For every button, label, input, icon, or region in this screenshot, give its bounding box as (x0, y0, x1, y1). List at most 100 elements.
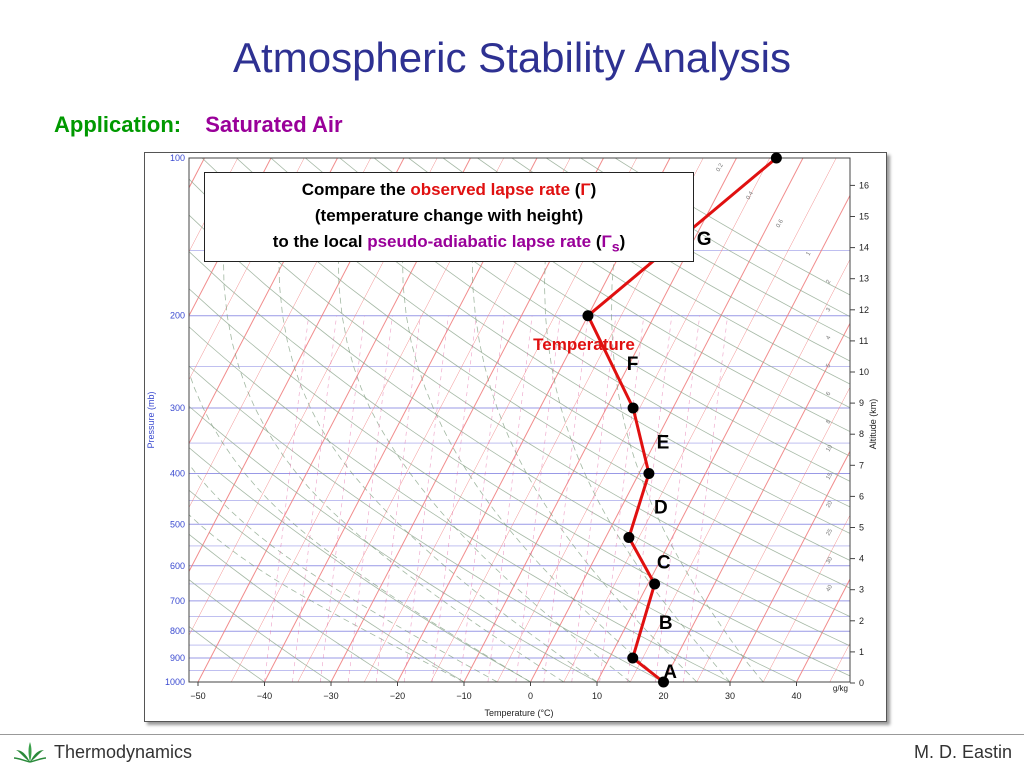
mixing-ratio-line (543, 315, 589, 682)
pressure-tick-label: 600 (170, 561, 185, 571)
dry-adiabat-line (189, 251, 850, 677)
altitude-tick-label: 4 (859, 554, 864, 564)
mixing-ratio-tick-label: 40 (826, 584, 835, 593)
x-tick-label: −40 (257, 691, 272, 701)
isotherm-line (696, 386, 850, 682)
mixing-ratio-line (375, 315, 421, 682)
segment-label-d: D (654, 498, 668, 519)
x-tick-label: 0 (528, 691, 533, 701)
y-axis-label: Pressure (mb) (146, 391, 156, 448)
moist-adiabat-line (278, 250, 598, 682)
dry-adiabat-line (189, 214, 850, 647)
isotherm-line (630, 258, 850, 682)
dry-adiabat-line (236, 158, 850, 561)
pressure-tick-label: 200 (170, 311, 185, 321)
mixing-ratio-tick-label: 5 (826, 363, 833, 369)
dry-adiabat-line (189, 579, 332, 682)
moist-adiabat-line (189, 463, 498, 682)
application-line: Application: Saturated Air (54, 112, 343, 138)
dry-adiabat-line (339, 158, 850, 482)
isotherm-line (563, 158, 837, 682)
moist-adiabat-line (611, 250, 764, 682)
mixing-ratio-line (431, 315, 477, 682)
mixing-ratio-line (292, 315, 337, 682)
mixing-ratio-line (655, 315, 700, 682)
profile-point (649, 578, 661, 590)
moist-adiabat-line (189, 371, 531, 682)
mixing-ratio-line (347, 315, 393, 682)
dry-adiabat-line (442, 158, 850, 409)
mixing-ratio-line (487, 315, 533, 682)
isotherm-line (497, 158, 770, 682)
altitude-axis-label: Altitude (km) (868, 399, 878, 450)
pressure-tick-label: 500 (170, 519, 185, 529)
profile-point (623, 532, 635, 544)
isotherm-line (796, 578, 850, 682)
mixing-ratio-tick-label: 0.4 (746, 190, 756, 201)
pressure-tick-label: 400 (170, 468, 185, 478)
isotherm-line (189, 158, 238, 253)
mixing-ratio-tick-label: 3 (826, 307, 833, 313)
x-tick-label: −50 (190, 691, 205, 701)
footer-bar: Thermodynamics M. D. Eastin (0, 734, 1024, 769)
mixing-ratio-line (599, 315, 645, 682)
altitude-tick-label: 3 (859, 585, 864, 595)
moist-adiabat-line (222, 250, 565, 682)
dry-adiabat-line (189, 447, 531, 682)
temperature-series-label: Temperature (533, 335, 635, 354)
pressure-tick-label: 800 (170, 626, 185, 636)
mixing-ratio-line (683, 315, 728, 682)
mixing-ratio-tick-label: 1 (806, 251, 813, 257)
altitude-tick-label: 14 (859, 243, 869, 253)
profile-point (627, 652, 639, 664)
moist-adiabat-line (189, 514, 465, 682)
x-tick-label: 20 (658, 691, 668, 701)
x-axis-label: Temperature (°C) (484, 708, 553, 718)
pressure-tick-label: 300 (170, 403, 185, 413)
mixing-ratio-line (320, 315, 365, 682)
mixing-ratio-tick-label: 0.2 (716, 162, 726, 173)
x-tick-label: −20 (390, 691, 405, 701)
footer-author: M. D. Eastin (913, 742, 1012, 762)
callout-box: Compare the observed lapse rate (Γ) (tem… (204, 172, 694, 262)
pressure-tick-label: 1000 (165, 677, 185, 687)
mixing-ratio-tick-label: 4 (826, 335, 833, 341)
x-tick-label: 30 (725, 691, 735, 701)
mixing-ratio-unit: g/kg (833, 684, 848, 693)
profile-point (643, 467, 655, 479)
mixing-ratio-tick-label: 20 (826, 500, 835, 509)
mixing-ratio-tick-label: 2 (826, 279, 833, 285)
dry-adiabat-line (189, 288, 797, 682)
mixing-ratio-line (571, 315, 617, 682)
mixing-ratio-tick-label: 0.6 (776, 218, 786, 229)
mixing-ratio-line (403, 315, 449, 682)
profile-point (627, 402, 639, 414)
x-tick-label: 40 (791, 691, 801, 701)
segment-label-e: E (657, 433, 670, 454)
moist-adiabat-line (402, 250, 664, 682)
dry-adiabat-line (189, 626, 265, 682)
dry-adiabat-line (201, 158, 850, 589)
isotherm-line (530, 158, 804, 682)
pressure-tick-label: 900 (170, 653, 185, 663)
altitude-tick-label: 8 (859, 429, 864, 439)
mixing-ratio-tick-label: 25 (826, 528, 835, 537)
mixing-ratio-tick-label: 6 (826, 391, 833, 397)
mixing-ratio-tick-label: 10 (826, 444, 835, 453)
dry-adiabat-line (270, 158, 850, 534)
isotherm-line (763, 514, 850, 682)
isotherm-line (663, 322, 850, 682)
x-tick-label: −30 (323, 691, 338, 701)
altitude-tick-label: 13 (859, 274, 869, 284)
mixing-ratio-line (515, 315, 561, 682)
segment-label-a: A (663, 662, 677, 683)
pressure-tick-label: 700 (170, 596, 185, 606)
mixing-ratio-line (627, 315, 673, 682)
callout-line-3: to the local pseudo-adiabatic lapse rate… (272, 232, 626, 256)
mixing-ratio-tick-label: 30 (826, 556, 835, 565)
dry-adiabat-line (189, 178, 850, 618)
x-tick-label: −10 (456, 691, 471, 701)
profile-point (658, 676, 669, 688)
moist-adiabat-line (337, 250, 631, 682)
dry-adiabat-line (305, 158, 850, 508)
